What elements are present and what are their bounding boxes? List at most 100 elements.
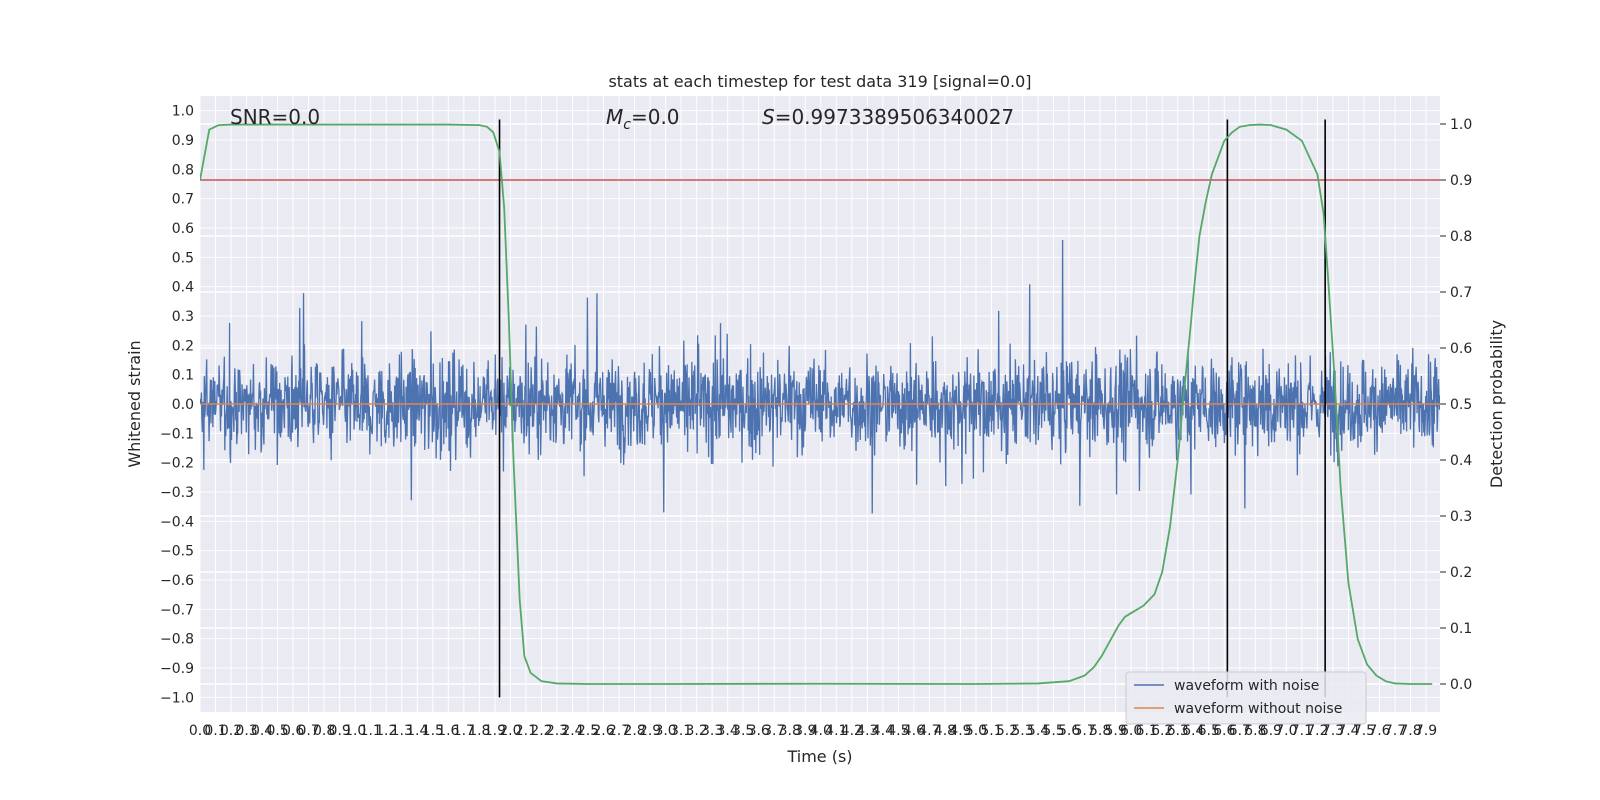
- x-tick-label: 6.0: [1120, 723, 1142, 739]
- x-tick-label: 3.8: [779, 723, 801, 739]
- x-tick-label: 7.0: [1275, 723, 1297, 739]
- x-tick-label: 1.5: [422, 723, 444, 739]
- x-tick-label: 2.9: [639, 723, 661, 739]
- x-tick-label: 2.5: [577, 723, 599, 739]
- right-y-tick-label: 1.0: [1450, 117, 1472, 133]
- x-tick-label: 0.7: [298, 723, 320, 739]
- x-tick-label: 1.8: [468, 723, 490, 739]
- left-y-tick-label: 0.6: [172, 221, 194, 237]
- right-y-tick-label: 0.0: [1450, 677, 1472, 693]
- x-tick-label: 5.0: [965, 723, 987, 739]
- x-tick-label: 6.2: [1151, 723, 1173, 739]
- chirp-mass-annotation: Mc=0.0: [606, 105, 680, 133]
- x-tick-label: 0.5: [266, 723, 288, 739]
- x-tick-label: 3.1: [670, 723, 692, 739]
- x-tick-label: 4.6: [903, 723, 925, 739]
- score-value: =0.9973389506340027: [775, 105, 1014, 129]
- x-tick-label: 5.1: [980, 723, 1002, 739]
- x-tick-label: 4.1: [825, 723, 847, 739]
- x-tick-label: 6.3: [1167, 723, 1189, 739]
- x-tick-label: 2.0: [499, 723, 521, 739]
- x-tick-label: 2.7: [608, 723, 630, 739]
- x-tick-label: 4.8: [934, 723, 956, 739]
- left-y-tick-label: 0.2: [172, 338, 194, 354]
- x-tick-label: 4.0: [810, 723, 832, 739]
- x-tick-label: 5.3: [1011, 723, 1033, 739]
- x-tick-label: 0.1: [204, 723, 226, 739]
- x-tick-labels: 0.00.10.20.30.40.50.60.70.80.91.01.11.21…: [189, 723, 1437, 739]
- legend-label-waveform-without-noise: waveform without noise: [1174, 701, 1342, 717]
- x-tick-label: 0.3: [235, 723, 257, 739]
- x-tick-label: 2.2: [530, 723, 552, 739]
- left-y-tick-labels: 1.0 0.9 0.8 0.7 0.6 0.5 0.4 0.3 0.2 0.1 0.0 −0.1 −0.…: [160, 104, 194, 707]
- chirp-mass-value: =0.0: [631, 105, 680, 129]
- x-tick-label: 4.4: [872, 723, 894, 739]
- right-y-tick-label: 0.1: [1450, 621, 1472, 637]
- x-tick-label: 1.9: [484, 723, 506, 739]
- left-y-tick-label: −0.5: [160, 544, 194, 560]
- right-y-tick-label: 0.4: [1450, 453, 1472, 469]
- score-symbol: S: [762, 105, 775, 129]
- x-tick-label: 7.5: [1353, 723, 1375, 739]
- left-y-axis-label: Whitened strain: [125, 340, 144, 467]
- right-y-tick-label: 0.7: [1450, 285, 1472, 301]
- x-tick-label: 6.4: [1182, 723, 1204, 739]
- left-y-tick-label: −0.9: [160, 661, 194, 677]
- x-tick-label: 3.0: [654, 723, 676, 739]
- legend-box: [1125, 671, 1367, 725]
- x-tick-label: 7.1: [1291, 723, 1313, 739]
- x-tick-label: 2.6: [592, 723, 614, 739]
- x-tick-label: 5.6: [1058, 723, 1080, 739]
- left-y-tick-label: 0.1: [172, 368, 194, 384]
- x-tick-label: 4.7: [918, 723, 940, 739]
- left-y-tick-label: 1.0: [172, 104, 194, 120]
- right-y-axis-label: Detection probability: [1487, 320, 1506, 488]
- x-tick-label: 1.6: [437, 723, 459, 739]
- x-tick-label: 0.9: [329, 723, 351, 739]
- x-tick-label: 0.0: [189, 723, 211, 739]
- left-y-tick-label: −0.6: [160, 573, 194, 589]
- left-y-gridlines: [200, 110, 1440, 698]
- x-tick-label: 2.1: [515, 723, 537, 739]
- legend-label-waveform-with-noise: waveform with noise: [1174, 678, 1319, 694]
- left-y-tick-label: 0.7: [172, 192, 194, 208]
- chirp-mass-subscript: c: [623, 117, 631, 133]
- x-tick-label: 4.3: [856, 723, 878, 739]
- right-y-tick-label: 0.3: [1450, 509, 1472, 525]
- probability-series: [200, 123, 1433, 685]
- strain-series-waveform-with-noise: [200, 240, 1440, 514]
- x-tick-label: 5.4: [1027, 723, 1049, 739]
- x-tick-label: 3.9: [794, 723, 816, 739]
- left-y-tick-label: 0.0: [172, 397, 194, 413]
- x-tick-label: 5.2: [996, 723, 1018, 739]
- right-y-tick-label: 0.6: [1450, 341, 1472, 357]
- x-tick-label: 1.1: [360, 723, 382, 739]
- x-tick-label: 5.7: [1073, 723, 1095, 739]
- score-annotation: S=0.9973389506340027: [762, 105, 1014, 129]
- right-y-tick-label: 0.5: [1450, 397, 1472, 413]
- x-tick-label: 7.6: [1368, 723, 1390, 739]
- x-tick-label: 6.6: [1213, 723, 1235, 739]
- x-tick-label: 1.3: [391, 723, 413, 739]
- x-tick-label: 4.5: [887, 723, 909, 739]
- right-y-tick-label: 0.2: [1450, 565, 1472, 581]
- x-tick-label: 0.2: [220, 723, 242, 739]
- left-y-tick-label: 0.9: [172, 133, 194, 149]
- left-y-tick-label: 0.3: [172, 309, 194, 325]
- x-tick-label: 2.8: [623, 723, 645, 739]
- left-y-tick-label: −0.8: [160, 632, 194, 648]
- x-tick-label: 3.4: [717, 723, 739, 739]
- left-y-tick-label: 0.5: [172, 250, 194, 266]
- strain-trace-with-noise: [200, 240, 1440, 514]
- event-markers: [498, 119, 1326, 698]
- x-tick-label: 0.8: [313, 723, 335, 739]
- left-y-tick-label: −0.2: [160, 456, 194, 472]
- x-tick-label: 3.5: [732, 723, 754, 739]
- x-tick-label: 5.9: [1105, 723, 1127, 739]
- x-tick-label: 7.2: [1306, 723, 1328, 739]
- right-y-tick-label: 0.9: [1450, 173, 1472, 189]
- snr-annotation: SNR=0.0: [230, 105, 320, 129]
- x-tick-label: 4.9: [949, 723, 971, 739]
- x-tick-label: 7.7: [1384, 723, 1406, 739]
- left-y-tick-label: 0.8: [172, 162, 194, 178]
